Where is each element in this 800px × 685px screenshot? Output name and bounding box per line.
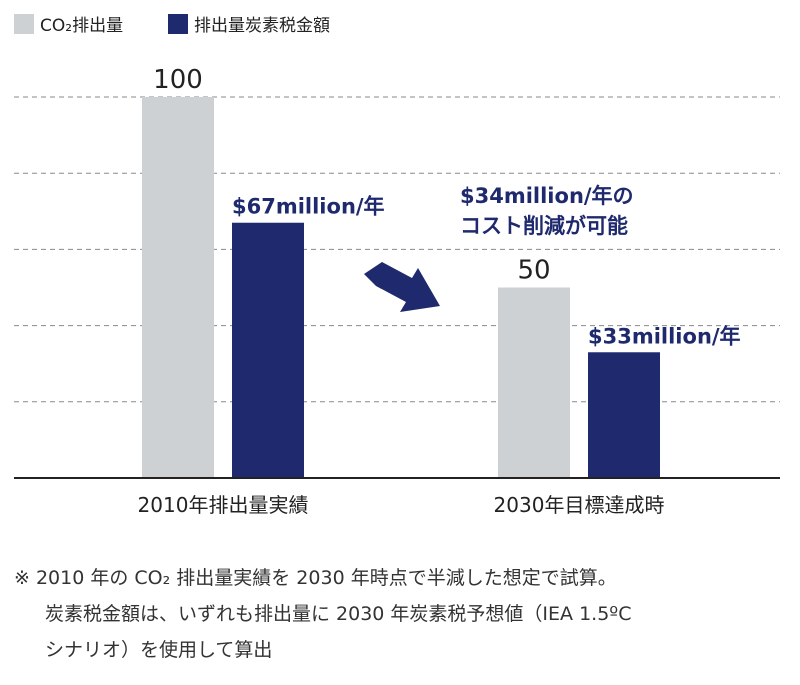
annotation-line-1: $34million/年の bbox=[460, 184, 634, 208]
footnote-line-3: シナリオ）を使用して算出 bbox=[45, 639, 273, 661]
gridlines bbox=[14, 96, 780, 403]
tax-bar-0 bbox=[232, 222, 304, 478]
footnote-line-2: 炭素税金額は、いずれも排出量に 2030 年炭素税予想値（IEA 1.5ºC bbox=[45, 603, 632, 625]
legend-swatch-co2 bbox=[14, 14, 34, 34]
footnote: ※ 2010 年の CO₂ 排出量実績を 2030 年時点で半減した想定で試算。… bbox=[14, 560, 794, 668]
category-label-0: 2010年排出量実績 bbox=[138, 493, 309, 517]
bars bbox=[142, 97, 660, 478]
legend-label-co2: CO₂排出量 bbox=[40, 16, 123, 36]
chart-legend: CO₂排出量 排出量炭素税金額 bbox=[14, 14, 330, 36]
co2-bar-0 bbox=[142, 97, 214, 478]
category-label-1: 2030年目標達成時 bbox=[494, 493, 665, 517]
annotation-line-2: コスト削減が可能 bbox=[460, 214, 628, 238]
category-labels: 2010年排出量実績 2030年目標達成時 bbox=[138, 493, 665, 517]
reduction-arrow-icon bbox=[364, 262, 440, 312]
tax-value-label-0: $67million/年 bbox=[232, 195, 385, 219]
legend-swatch-tax bbox=[168, 14, 188, 34]
co2-value-label-0: 100 bbox=[153, 65, 203, 95]
tax-bar-1 bbox=[588, 352, 660, 478]
tax-value-label-1: $33million/年 bbox=[588, 324, 741, 348]
footnote-line-1: ※ 2010 年の CO₂ 排出量実績を 2030 年時点で半減した想定で試算。 bbox=[14, 567, 617, 589]
co2-bar-1 bbox=[498, 287, 570, 478]
bar-labels: 100 50 $67million/年 $33million/年 bbox=[153, 65, 740, 348]
co2-value-label-1: 50 bbox=[517, 256, 550, 286]
bar-chart: CO₂排出量 排出量炭素税金額 100 50 $67million/年 $33mill… bbox=[14, 14, 780, 517]
legend-label-tax: 排出量炭素税金額 bbox=[194, 16, 330, 36]
